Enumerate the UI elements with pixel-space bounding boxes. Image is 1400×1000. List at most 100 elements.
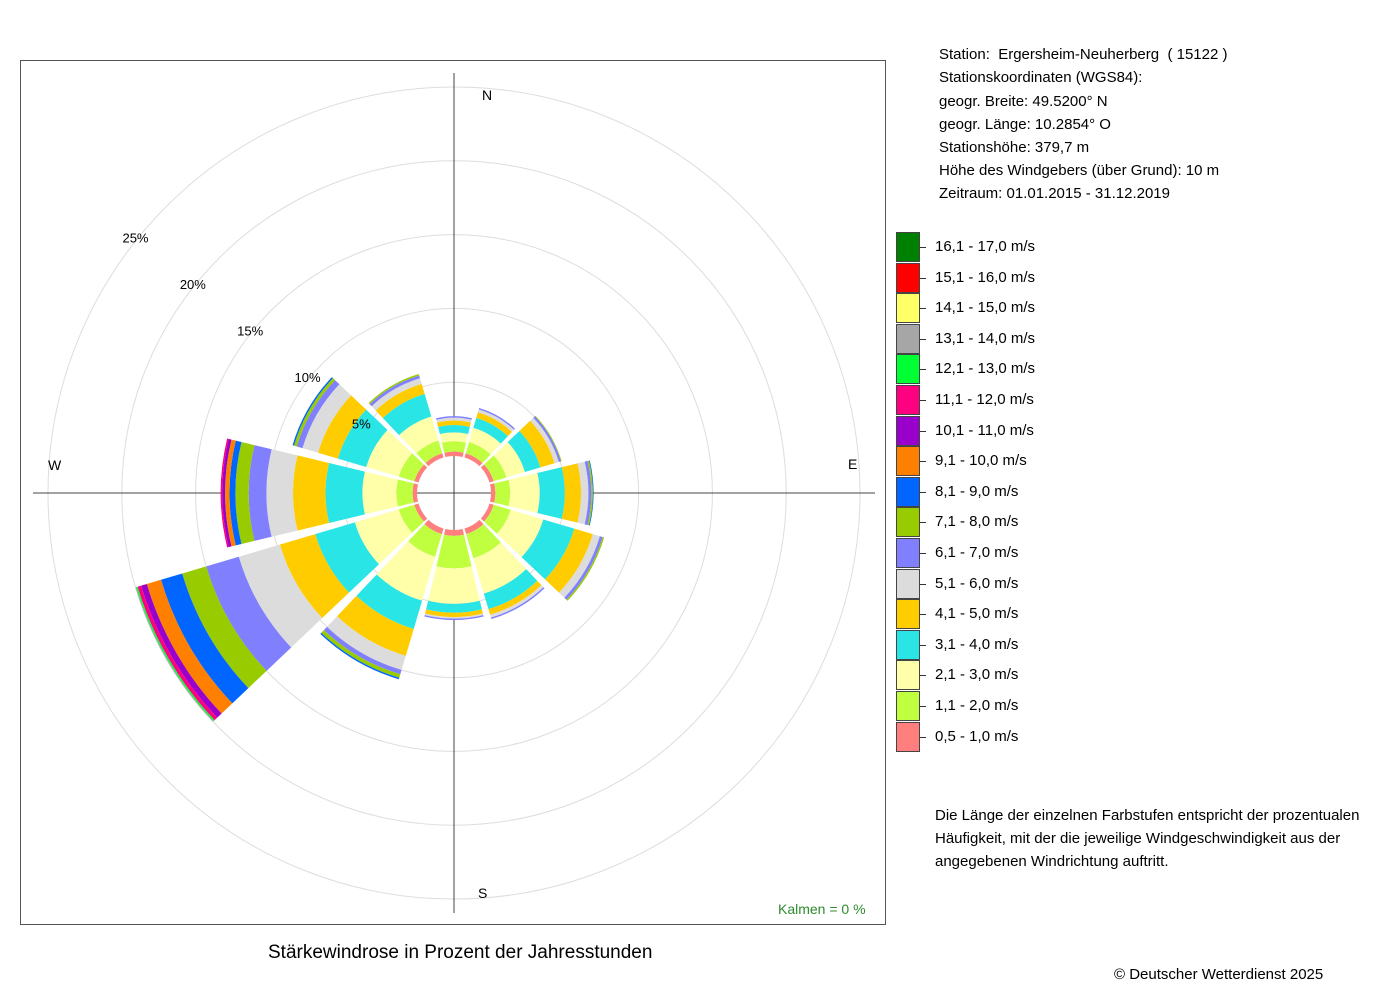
legend-label: 8,1 - 9,0 m/s (935, 482, 1019, 500)
wedge-segment-90deg-bin1 (489, 483, 496, 503)
wedge-segment-30deg-bin2 (465, 441, 491, 463)
ring-labels: 5% 10% 15% 20% 25% (122, 230, 371, 431)
legend-label: 5,1 - 6,0 m/s (935, 574, 1019, 592)
wedge-segment-30deg-bin1 (464, 453, 483, 467)
wedge-segment-240deg-bin8 (182, 566, 267, 689)
ring-label-4: 20% (180, 277, 206, 292)
legend-tick (920, 247, 926, 248)
legend-tick (920, 583, 926, 585)
legend-item: 0,5 - 1,0 m/s (896, 721, 1096, 753)
compass-s-label: S (478, 885, 487, 901)
legend-item: 11,1 - 12,0 m/s (896, 385, 1096, 416)
wedge-segment-60deg-bin7 (533, 416, 561, 462)
legend-tick (920, 277, 926, 279)
wedge-segment-0deg-bin7 (436, 416, 472, 420)
legend-swatch (896, 721, 920, 752)
wedge-segment-0deg-bin1 (444, 451, 464, 458)
legend-label: 11,1 - 12,0 m/s (935, 391, 1034, 408)
calm-label: Kalmen = 0 % (778, 901, 866, 917)
legend-swatch (896, 323, 920, 354)
wedge-segment-270deg-bin10 (225, 439, 236, 547)
wedge-segment-300deg-bin1 (414, 464, 428, 483)
legend-swatch (896, 262, 920, 293)
legend-swatch (896, 691, 920, 721)
legend-label: 10,1 - 11,0 m/s (935, 421, 1034, 439)
wedge-segment-120deg-bin3 (496, 509, 544, 558)
wedge-segment-60deg-bin5 (519, 420, 555, 468)
legend-item: 4,1 - 5,0 m/s (896, 599, 1096, 630)
legend-item: 12,1 - 13,0 m/s (896, 354, 1096, 385)
longitude: geogr. Länge: 10.2854° O (939, 116, 1111, 133)
legend-item: 8,1 - 9,0 m/s (896, 476, 1096, 508)
legend-label: 4,1 - 5,0 m/s (935, 605, 1019, 623)
wedge-segment-180deg-bin6 (424, 613, 484, 619)
wedge-segment-0deg-bin4 (438, 425, 470, 435)
legend-tick (920, 644, 926, 646)
legend-tick (920, 430, 926, 432)
wedge-segment-60deg-bin6 (530, 417, 559, 464)
wedge-segment-150deg-bin2 (466, 524, 501, 559)
legend-item: 14,1 - 15,0 m/s (896, 293, 1096, 324)
wedge-segment-240deg-bin1 (414, 503, 428, 522)
wedge-segment-240deg-bin2 (398, 504, 424, 533)
wedge-segment-330deg-bin2 (416, 440, 443, 463)
wedge-segment-330deg-bin6 (371, 378, 422, 411)
legend-label: 3,1 - 4,0 m/s (935, 635, 1019, 653)
sensor-height: Höhe des Windgebers (über Grund): 10 m (939, 162, 1220, 179)
wedge-segment-330deg-bin8 (368, 374, 420, 405)
wedge-segment-270deg-bin3 (362, 471, 398, 515)
legend-item: 15,1 - 16,0 m/s (896, 262, 1096, 294)
wedge-segment-330deg-bin5 (375, 383, 425, 418)
wedge-segment-180deg-bin4 (426, 600, 482, 613)
legend-label: 1,1 - 2,0 m/s (935, 697, 1019, 714)
wedge-segment-240deg-bin6 (238, 544, 323, 648)
legend-swatch (896, 446, 920, 477)
wedge-segment-300deg-bin7 (296, 380, 340, 449)
wedge-segment-240deg-bin7 (206, 556, 292, 671)
legend-item: 13,1 - 14,0 m/s (896, 323, 1096, 355)
wedge-segment-120deg-bin6 (558, 534, 600, 598)
wedge-segment-180deg-bin5 (425, 609, 483, 618)
wedge-segment-240deg-bin3 (354, 509, 413, 565)
legend-swatch (896, 385, 920, 415)
wedge-segment-270deg-bin6 (266, 449, 298, 537)
legend-label: 15,1 - 16,0 m/s (935, 268, 1036, 286)
wedge-segment-90deg-bin9 (589, 460, 594, 526)
legend-swatch (896, 599, 920, 630)
legend-tick (920, 461, 926, 463)
legend-item: 10,1 - 11,0 m/s (896, 415, 1096, 447)
legend-label: 2,1 - 3,0 m/s (935, 666, 1019, 684)
legend-item: 6,1 - 7,0 m/s (896, 538, 1096, 569)
legend-tick (920, 553, 926, 554)
wedge-segment-30deg-bin4 (473, 417, 508, 444)
wind-rose-plot: 5% 10% 15% 20% 25% N E S W Kalmen = 0 % (20, 60, 886, 925)
wind-rose-svg: 5% 10% 15% 20% 25% N E S W Kalmen = 0 % (33, 73, 875, 917)
wedge-segment-300deg-bin2 (398, 453, 424, 482)
legend-tick (920, 338, 926, 340)
elevation: Stationshöhe: 379,7 m (939, 139, 1090, 156)
legend-tick (920, 706, 926, 707)
wedge-segment-270deg-bin7 (248, 445, 272, 541)
legend-item: 5,1 - 6,0 m/s (896, 568, 1096, 600)
wedge-segment-330deg-bin1 (425, 453, 444, 467)
wedge-segment-300deg-bin5 (318, 395, 367, 459)
legend-tick (920, 369, 926, 371)
station-name: Station: Ergersheim-Neuherberg ( 15122 ) (939, 46, 1228, 63)
latitude: geogr. Breite: 49.5200° N (939, 93, 1108, 110)
wedge-segment-240deg-bin11 (141, 583, 222, 718)
wedge-segment-270deg-bin2 (396, 479, 414, 507)
wedge-segment-180deg-bin2 (436, 534, 472, 569)
legend-tick (920, 522, 926, 524)
wedge-segment-90deg-bin8 (587, 460, 593, 526)
wedge-segment-30deg-bin6 (477, 409, 515, 432)
wedge-segment-240deg-bin5 (279, 534, 350, 619)
wedge-segment-0deg-bin2 (441, 441, 467, 453)
wedge-segment-180deg-bin1 (443, 528, 465, 536)
legend-label: 9,1 - 10,0 m/s (935, 452, 1027, 470)
wedge-segment-60deg-bin3 (493, 442, 525, 478)
legend-label: 13,1 - 14,0 m/s (935, 329, 1036, 347)
wind-wedges (135, 374, 605, 722)
wedge-segment-30deg-bin3 (469, 427, 501, 455)
wedge-segment-240deg-bin4 (315, 522, 379, 593)
wedge-segment-120deg-bin7 (564, 536, 603, 600)
